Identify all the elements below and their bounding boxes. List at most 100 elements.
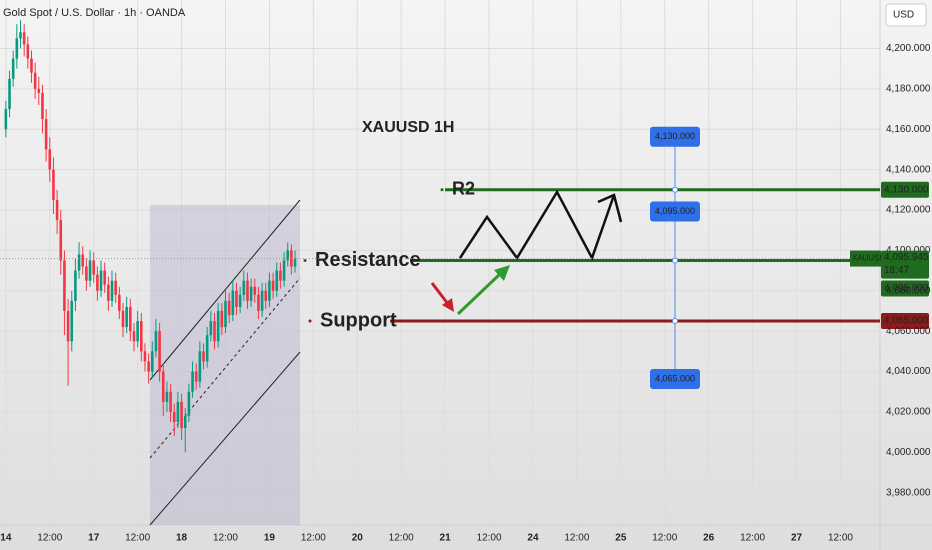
candle-body (158, 331, 161, 372)
x-tick-label: 17 (88, 533, 100, 544)
candle-body (139, 321, 143, 352)
candle-body (114, 280, 117, 295)
candle-body (293, 258, 297, 267)
x-tick-label: 12:00 (828, 533, 853, 544)
candle-body (216, 310, 220, 342)
level-tag (881, 313, 929, 330)
candle-body (107, 284, 110, 301)
measure-point (672, 318, 678, 325)
candle-body (8, 78, 11, 110)
x-tick-label: 25 (615, 533, 627, 544)
candle-body (19, 32, 22, 39)
y-tick-label: 3,980.000 (886, 487, 931, 498)
green-arrow (456, 272, 502, 316)
candle-body (187, 391, 191, 416)
candle-body (136, 321, 139, 342)
candle-body (202, 351, 205, 362)
candle-body (209, 321, 213, 336)
zigzag-head (597, 193, 623, 223)
measure-label: 4,130.000 (655, 131, 695, 141)
candle-body (279, 270, 282, 281)
candle-body (63, 260, 66, 311)
candle-body (118, 294, 121, 311)
candle-body (74, 270, 77, 301)
candle-body (257, 294, 260, 311)
x-tick-label: 24 (527, 533, 539, 544)
candle-body (99, 270, 103, 291)
channel-upper (149, 199, 301, 381)
x-tick-label: 18 (176, 533, 188, 544)
candle-body (172, 411, 176, 423)
candle-body (110, 280, 114, 301)
level-tag (881, 280, 929, 297)
candle-body (205, 335, 209, 362)
candle-body (264, 290, 268, 301)
candle-body (242, 280, 246, 295)
currency[interactable]: USD (893, 10, 914, 21)
candle-body (55, 199, 59, 221)
candle-body (121, 310, 125, 328)
candle-body (213, 321, 216, 342)
y-tick-label: 4,040.000 (886, 366, 931, 377)
y-tick-label: 4,060.000 (886, 326, 931, 337)
y-tick-label: 4,140.000 (886, 164, 931, 175)
x-tick-label: 20 (352, 533, 364, 544)
candle-body (191, 371, 194, 392)
x-tick-label: 12:00 (389, 533, 414, 544)
candle-body (260, 290, 264, 311)
candle-body (249, 286, 253, 301)
level-name: Resistance (315, 249, 421, 271)
y-tick-label: 4,100.000 (886, 245, 931, 256)
zigzag-path (458, 189, 616, 262)
green-arrow-head (494, 265, 510, 281)
candle-body (88, 260, 92, 281)
level-dot (308, 319, 312, 323)
measure-box (650, 201, 700, 222)
candle-body (275, 270, 279, 291)
candles (4, 20, 297, 453)
candle-body (176, 401, 180, 423)
x-tick-label: 27 (791, 533, 803, 544)
candle-body (169, 391, 172, 412)
candle-body (129, 306, 132, 332)
red-arrow (430, 282, 450, 305)
x-tick-label: 12:00 (125, 533, 150, 544)
red-arrow-head (442, 298, 454, 312)
candle-body (77, 254, 81, 271)
candle-body (81, 254, 85, 267)
candle-body (103, 270, 106, 285)
symbol-label: XAUUSD (852, 254, 886, 263)
candle-body (33, 72, 37, 89)
x-tick-label: 12:00 (740, 533, 765, 544)
measure-box (650, 126, 700, 147)
candle-body (224, 300, 227, 328)
last-price-tag (881, 250, 929, 279)
candle-body (132, 331, 136, 342)
countdown: 18:47 (884, 265, 909, 276)
candle-body (70, 300, 74, 342)
channel-area (150, 205, 300, 525)
candle-body (4, 109, 8, 130)
candle-body (194, 371, 198, 382)
measure-label: 4,095.000 (655, 206, 695, 216)
chart-title: Gold Spot / U.S. Dollar · 1h · OANDA (3, 7, 186, 19)
candle-body (165, 391, 169, 402)
candle-body (154, 331, 158, 352)
x-tick-label: 12:00 (37, 533, 62, 544)
levels: R2 4,130.000 Resistance 4,095.000 Support 4,0… (303, 179, 929, 331)
x-tick-label: 21 (440, 533, 452, 544)
annotation: XAUUSD 1H (362, 119, 454, 136)
x-tick-label: 12:00 (477, 533, 502, 544)
y-tick-label: 4,000.000 (886, 447, 931, 458)
candle-body (220, 310, 224, 328)
level-tag-label: 4,065.000 (884, 316, 929, 327)
x-tick-label: 12:00 (213, 533, 238, 544)
x-tick-label: 19 (264, 533, 276, 544)
level-tag-label: 4,095.000 (884, 283, 929, 294)
candle-body (92, 260, 96, 275)
currency-box[interactable] (885, 3, 927, 27)
candle-body (59, 220, 63, 261)
